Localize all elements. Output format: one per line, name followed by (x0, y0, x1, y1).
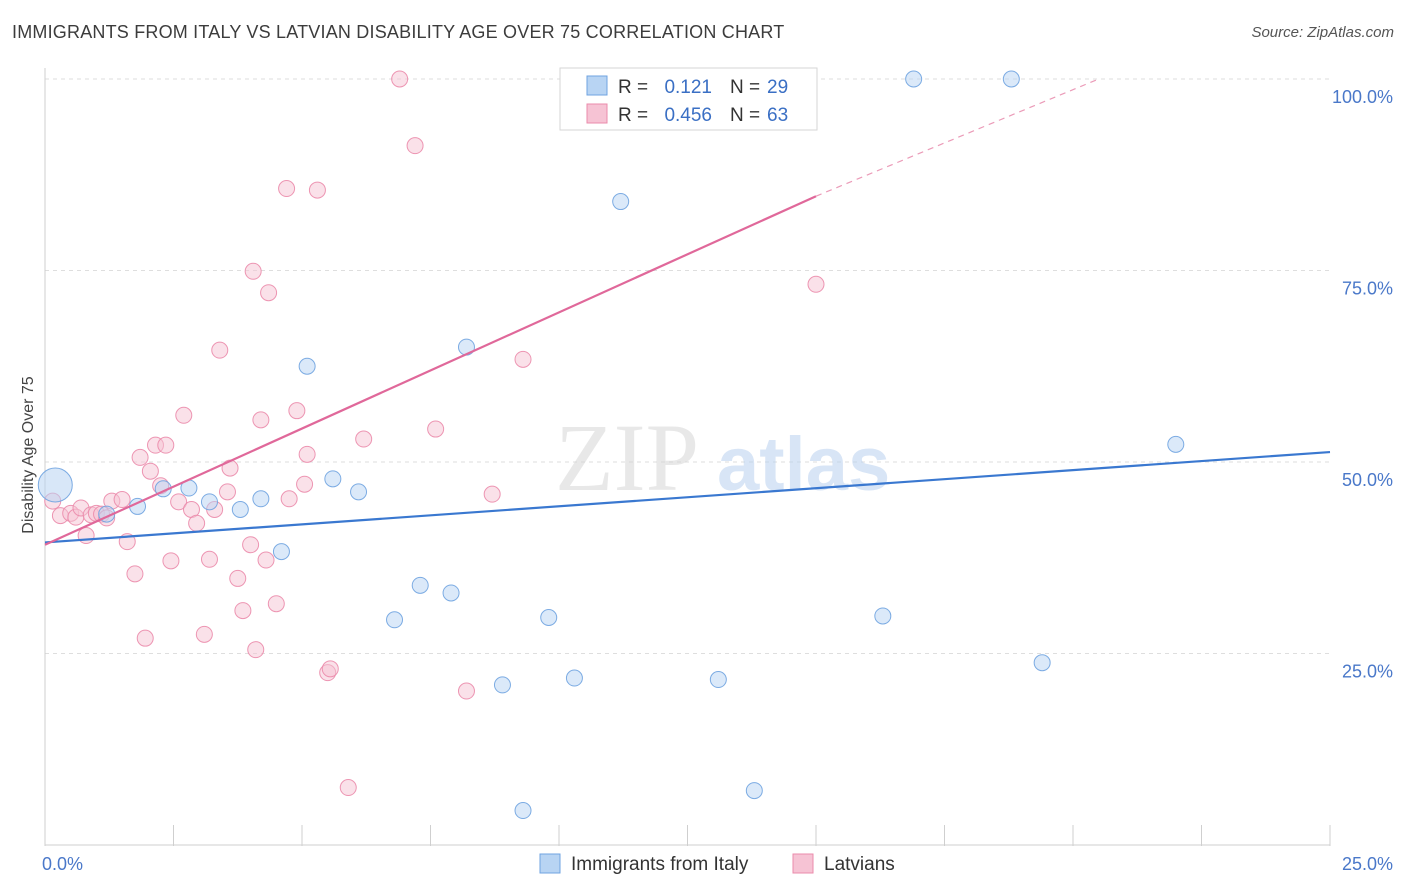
data-point-latvians (170, 493, 188, 511)
stats-r-label: R = (618, 105, 648, 126)
data-point-latvians (131, 448, 149, 466)
stats-legend-swatch (586, 75, 608, 96)
data-point-latvians (278, 180, 296, 198)
watermark-zip: ZIP (555, 404, 699, 511)
data-point-italy (231, 500, 249, 518)
grid-lines (45, 78, 1330, 654)
data-point-latvians (188, 514, 206, 532)
data-point-latvians (296, 475, 314, 493)
stats-r-label: R = (618, 77, 648, 98)
y-tick-label: 50.0% (1342, 470, 1393, 490)
data-point-latvians (257, 551, 275, 569)
data-point-latvians (229, 569, 247, 587)
data-point-latvians (211, 341, 229, 359)
trend-line-latvians-extension (815, 78, 1099, 197)
data-point-latvians (260, 284, 278, 302)
legend-label-latvians: Latvians (824, 854, 895, 875)
data-point-latvians (195, 625, 213, 643)
data-point-italy (493, 676, 511, 694)
data-point-italy (350, 483, 368, 501)
data-point-latvians (141, 462, 159, 480)
data-point-latvians (136, 629, 154, 647)
y-tick-label: 100.0% (1332, 87, 1393, 107)
data-point-italy (324, 470, 342, 488)
data-point-italy (252, 490, 270, 508)
data-point-latvians (355, 430, 373, 448)
data-point-latvians (252, 411, 270, 429)
data-point-latvians (288, 402, 306, 420)
stats-n-value: 63 (767, 105, 788, 126)
data-point-latvians (807, 275, 825, 293)
stats-n-label: N = (730, 105, 760, 126)
data-point-latvians (218, 483, 236, 501)
data-point-latvians (113, 491, 131, 509)
data-point-latvians (308, 181, 326, 199)
data-point-latvians (234, 602, 252, 620)
data-point-italy (298, 357, 316, 375)
data-point-latvians (427, 420, 445, 438)
stats-r-value: 0.456 (664, 105, 712, 126)
stats-n-value: 29 (767, 77, 788, 98)
y-tick-label: 75.0% (1342, 279, 1393, 299)
data-point-latvians (162, 552, 180, 570)
data-point-italy (745, 782, 763, 800)
data-point-latvians (77, 527, 95, 545)
data-point-italy (565, 669, 583, 687)
y-axis-label: Disability Age Over 75 (20, 376, 37, 534)
data-point-italy (411, 576, 429, 594)
data-point-italy (540, 608, 558, 626)
data-point-italy (386, 611, 404, 629)
data-point-italy (442, 584, 460, 602)
data-point-italy (874, 607, 892, 625)
trend-line-italy (44, 450, 1331, 544)
data-point-latvians (321, 660, 339, 678)
data-point-latvians (298, 445, 316, 463)
data-point-italy (514, 802, 532, 820)
data-point-italy (905, 70, 923, 88)
series-legend: Immigrants from Italy Latvians (539, 853, 895, 875)
legend-swatch-italy (539, 853, 561, 874)
stats-r-value: 0.121 (664, 77, 712, 98)
data-point-latvians (247, 641, 265, 659)
data-point-latvians (157, 436, 175, 454)
data-point-latvians (391, 70, 409, 88)
data-point-italy (200, 493, 218, 511)
data-point-latvians (200, 550, 218, 568)
data-point-italy (37, 467, 73, 503)
data-points (37, 70, 1185, 820)
stats-legend-swatch (586, 103, 608, 124)
chart-source: Source: ZipAtlas.com (1251, 24, 1394, 41)
data-point-latvians (483, 485, 501, 503)
data-point-italy (612, 193, 630, 211)
data-point-italy (1033, 654, 1051, 672)
x-tick-label: 25.0% (1342, 854, 1393, 874)
data-point-latvians (280, 490, 298, 508)
legend-label-italy: Immigrants from Italy (571, 854, 749, 875)
x-tick-label: 0.0% (42, 854, 83, 874)
data-point-latvians (339, 779, 357, 797)
data-point-latvians (242, 536, 260, 554)
data-point-latvians (244, 262, 262, 280)
stats-legend: R = 0.121 N = 29 R = 0.456 N = 63 (559, 67, 818, 131)
data-point-latvians (406, 137, 424, 155)
trend-lines (44, 78, 1331, 546)
stats-n-label: N = (730, 77, 760, 98)
axes: 25.0% 50.0% 75.0% 100.0% 0.0% 25.0% (42, 68, 1393, 874)
chart-title: IMMIGRANTS FROM ITALY VS LATVIAN DISABIL… (12, 22, 785, 42)
data-point-italy (1002, 70, 1020, 88)
data-point-latvians (126, 565, 144, 583)
data-point-latvians (267, 595, 285, 613)
legend-swatch-latvians (792, 853, 814, 874)
y-tick-label: 25.0% (1342, 662, 1393, 682)
trend-line-latvians (44, 195, 817, 546)
data-point-latvians (514, 350, 532, 368)
data-point-italy (1167, 435, 1185, 453)
data-point-latvians (175, 406, 193, 424)
data-point-italy (709, 671, 727, 689)
data-point-italy (272, 543, 290, 561)
data-point-latvians (457, 682, 475, 700)
